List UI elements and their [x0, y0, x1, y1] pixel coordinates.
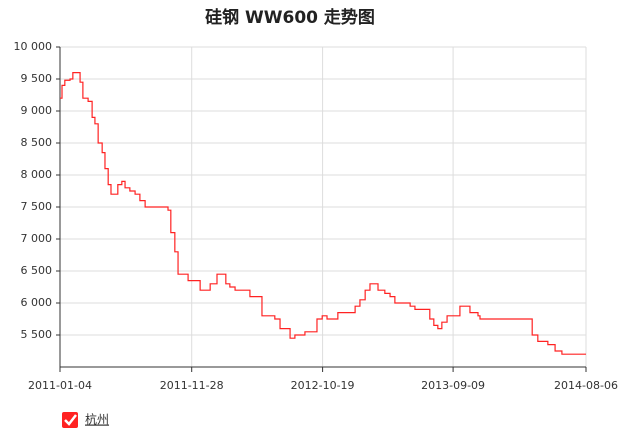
legend-item[interactable]: 杭州: [62, 412, 109, 429]
y-tick-label: 9 500: [21, 72, 53, 85]
y-tick-label: 6 500: [21, 264, 53, 277]
y-tick-label: 8 000: [21, 168, 53, 181]
x-tick-label: 2014-08-06: [554, 379, 618, 392]
x-tick-label: 2011-11-28: [160, 379, 224, 392]
y-tick-label: 7 000: [21, 232, 53, 245]
y-tick-label: 8 500: [21, 136, 53, 149]
chart-title: 硅钢 WW600 走势图: [205, 7, 375, 28]
y-tick-label: 5 500: [21, 328, 53, 341]
check-mark: [64, 414, 77, 426]
x-tick-label: 2012-10-19: [291, 379, 355, 392]
y-tick-label: 7 500: [21, 200, 53, 213]
legend-checkbox[interactable]: [62, 412, 78, 428]
line-series: [60, 72, 586, 355]
x-tick-label: 2011-01-04: [28, 379, 92, 392]
y-tick-label: 10 000: [14, 40, 53, 53]
y-tick-label: 6 000: [21, 296, 53, 309]
y-tick-label: 9 000: [21, 104, 53, 117]
legend-label: 杭州: [85, 412, 109, 427]
x-tick-label: 2013-09-09: [421, 379, 485, 392]
